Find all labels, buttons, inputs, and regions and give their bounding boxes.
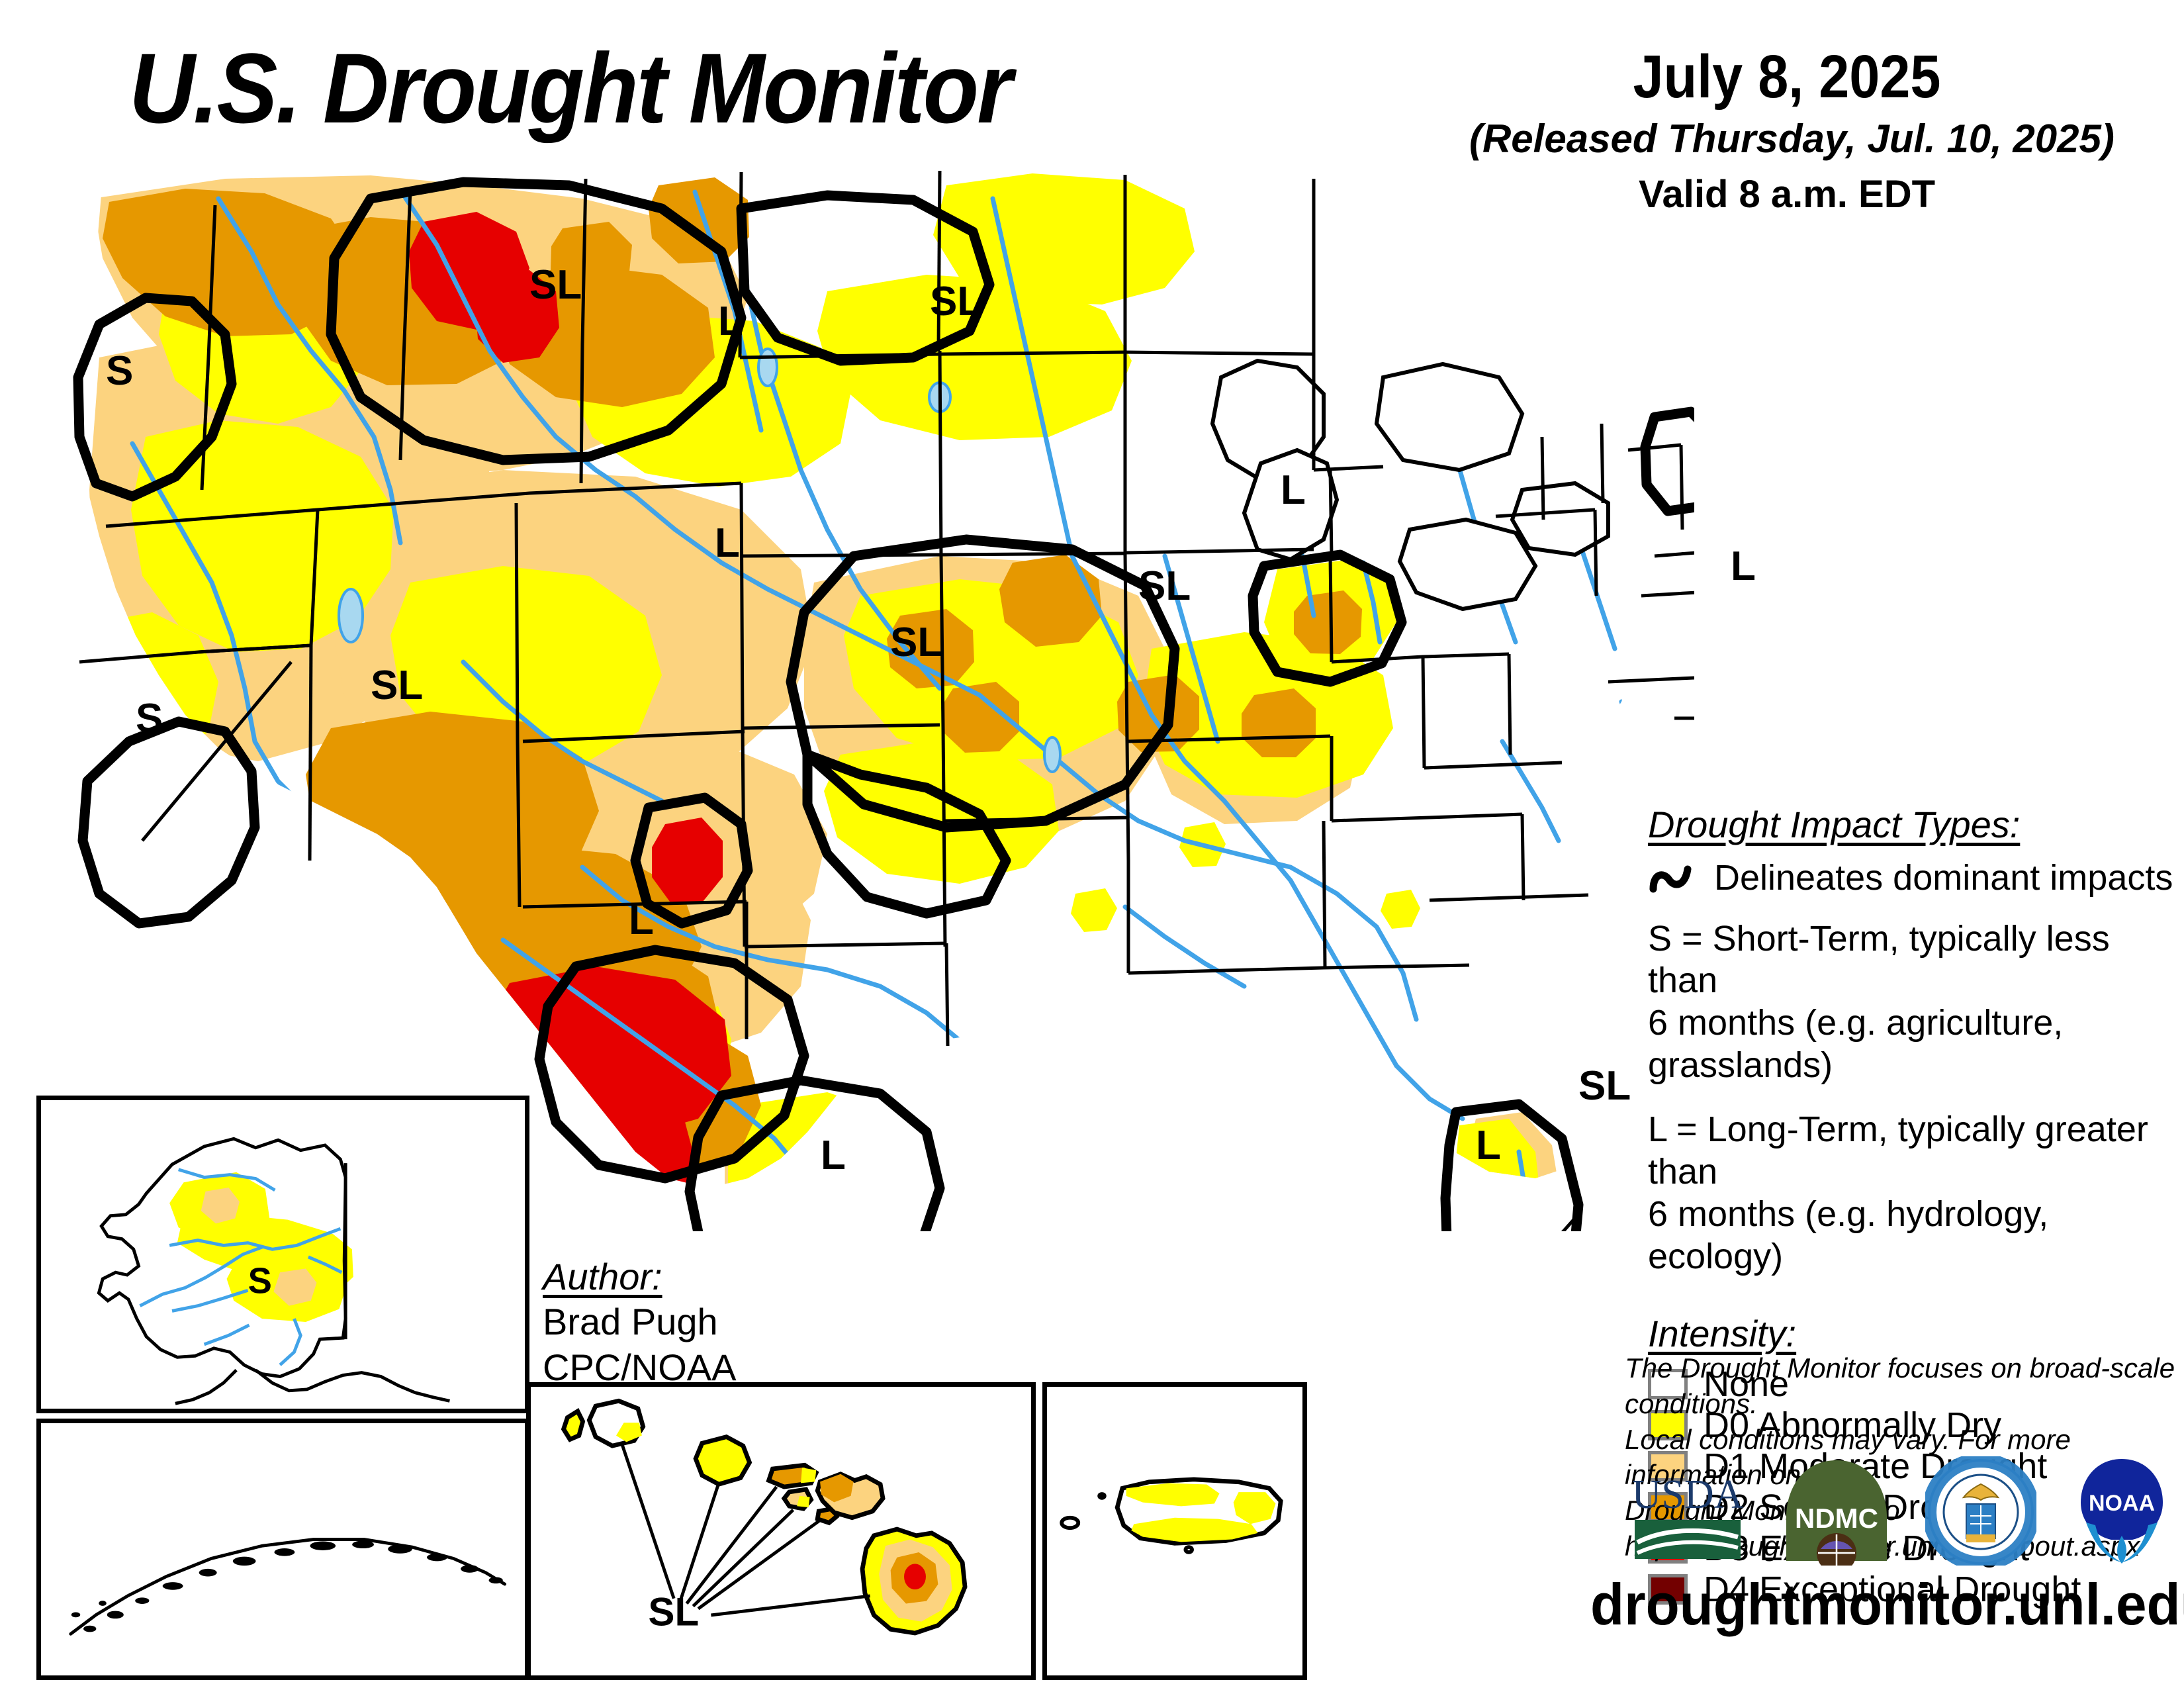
- island-molokai: [766, 1462, 819, 1489]
- aleutian-islands: [71, 1540, 503, 1632]
- page-title: U.S. Drought Monitor: [129, 32, 1013, 144]
- short-term-definition: S = Short-Term, typically less than 6 mo…: [1648, 918, 2184, 1087]
- drought-impact-types-heading: Drought Impact Types:: [1648, 804, 2021, 845]
- island-oahu: [693, 1434, 752, 1487]
- noaa-logo-text: NOAA: [2089, 1491, 2155, 1516]
- ndmc-logo-text: NDMC: [1795, 1503, 1878, 1534]
- short-term-line1: S = Short-Term, typically less than: [1648, 918, 2110, 1001]
- author-heading: Author:: [543, 1256, 662, 1297]
- state-boundaries: [79, 170, 1694, 1047]
- legend-item-d4[interactable]: D4 Exceptional Drought: [1648, 1569, 2184, 1610]
- island-kauai: [586, 1398, 646, 1448]
- great-lakes: [1210, 358, 1610, 612]
- intensity-heading: Intensity:: [1648, 1313, 1797, 1355]
- label-leader-lines: [141, 661, 1694, 1231]
- alaska-map-svg: S: [97, 1137, 450, 1405]
- disclaimer-line1: The Drought Monitor focuses on broad-sca…: [1625, 1352, 2175, 1419]
- delineates-row: Delineates dominant impacts: [1648, 860, 2184, 896]
- noaa-logo[interactable]: NOAA: [2066, 1456, 2177, 1566]
- logo-strip: USDA NDMC NOAA: [1628, 1450, 2177, 1566]
- map-label-hawaii-sl: SL: [648, 1589, 699, 1634]
- island-puerto-rico: [1115, 1477, 1283, 1546]
- puerto-rico-map-svg: [1060, 1477, 1283, 1554]
- valid-time: Valid 8 a.m. EDT: [1638, 173, 1936, 216]
- released-date: (Released Thursday, Jul. 10, 2025): [1469, 117, 2115, 161]
- long-term-line1: L = Long-Term, typically greater than: [1648, 1109, 2148, 1192]
- island-niihau: [561, 1407, 586, 1442]
- puerto-rico-inset-panel[interactable]: [1042, 1382, 1307, 1680]
- map-label-northeast-l: L: [1731, 543, 1756, 589]
- site-url[interactable]: droughtmonitor.unl.edu: [1590, 1571, 2184, 1637]
- conus-drought-map[interactable]: S SL L SL L SL L SL S SL L L L SL L: [0, 159, 1756, 1231]
- swatch-d1: [1648, 1450, 1688, 1481]
- legend-item-d0[interactable]: D0 Abnormally Dry: [1648, 1405, 2184, 1446]
- pr-outlying-islands: [1060, 1492, 1194, 1554]
- aleutian-inset-panel[interactable]: [36, 1419, 529, 1680]
- author-block: Author: Brad Pugh CPC/NOAA: [543, 1254, 737, 1390]
- island-hawaii: [860, 1526, 968, 1636]
- squiggle-icon: [1649, 865, 1692, 893]
- legend-label-d0: D0 Abnormally Dry: [1704, 1405, 2002, 1445]
- legend-label-d4: D4 Exceptional Drought: [1704, 1569, 2081, 1609]
- hawaii-leader-lines: [619, 1441, 870, 1617]
- header-block: U.S. Drought Monitor July 8, 2025 (Relea…: [0, 0, 2184, 218]
- swatch-none: [1648, 1368, 1688, 1399]
- impact-delineation-contours: [73, 177, 1694, 1231]
- aleutian-map-svg: [69, 1538, 507, 1636]
- valid-date: July 8, 2025: [1633, 43, 1941, 111]
- short-term-line2: 6 months (e.g. agriculture, grasslands): [1648, 1003, 2064, 1085]
- alaska-d1-areas: [201, 1188, 317, 1306]
- swatch-d2: [1648, 1491, 1688, 1523]
- island-maui: [815, 1472, 886, 1521]
- alaska-inset-panel[interactable]: S: [36, 1096, 529, 1413]
- author-affiliation: CPC/NOAA: [543, 1346, 737, 1388]
- conus-map-svg: [73, 159, 1694, 1231]
- hawaii-inset-panel[interactable]: SL: [526, 1382, 1036, 1680]
- author-name: Brad Pugh: [543, 1301, 718, 1343]
- hawaii-map-svg: SL: [561, 1398, 968, 1636]
- ndmc-logo[interactable]: NDMC: [1777, 1456, 1896, 1566]
- long-term-definition: L = Long-Term, typically greater than 6 …: [1648, 1109, 2184, 1278]
- doc-logo[interactable]: [1925, 1456, 2037, 1566]
- long-term-line2: 6 months (e.g. hydrology, ecology): [1648, 1194, 2049, 1276]
- island-lanai: [781, 1487, 814, 1511]
- legend-label-none: None: [1704, 1364, 1790, 1404]
- swatch-d4: [1648, 1573, 1688, 1605]
- map-label-alaska-s: S: [248, 1260, 272, 1301]
- delineates-label: Delineates dominant impacts: [1714, 857, 2173, 898]
- usda-logo[interactable]: USDA: [1628, 1456, 1747, 1566]
- usda-logo-text: USDA: [1632, 1472, 1744, 1517]
- aleutian-chain: [69, 1538, 507, 1636]
- swatch-d0: [1648, 1409, 1688, 1440]
- alaska-coastline: [97, 1137, 450, 1405]
- alaska-rivers: [139, 1168, 343, 1366]
- legend-item-none[interactable]: None: [1648, 1364, 2184, 1405]
